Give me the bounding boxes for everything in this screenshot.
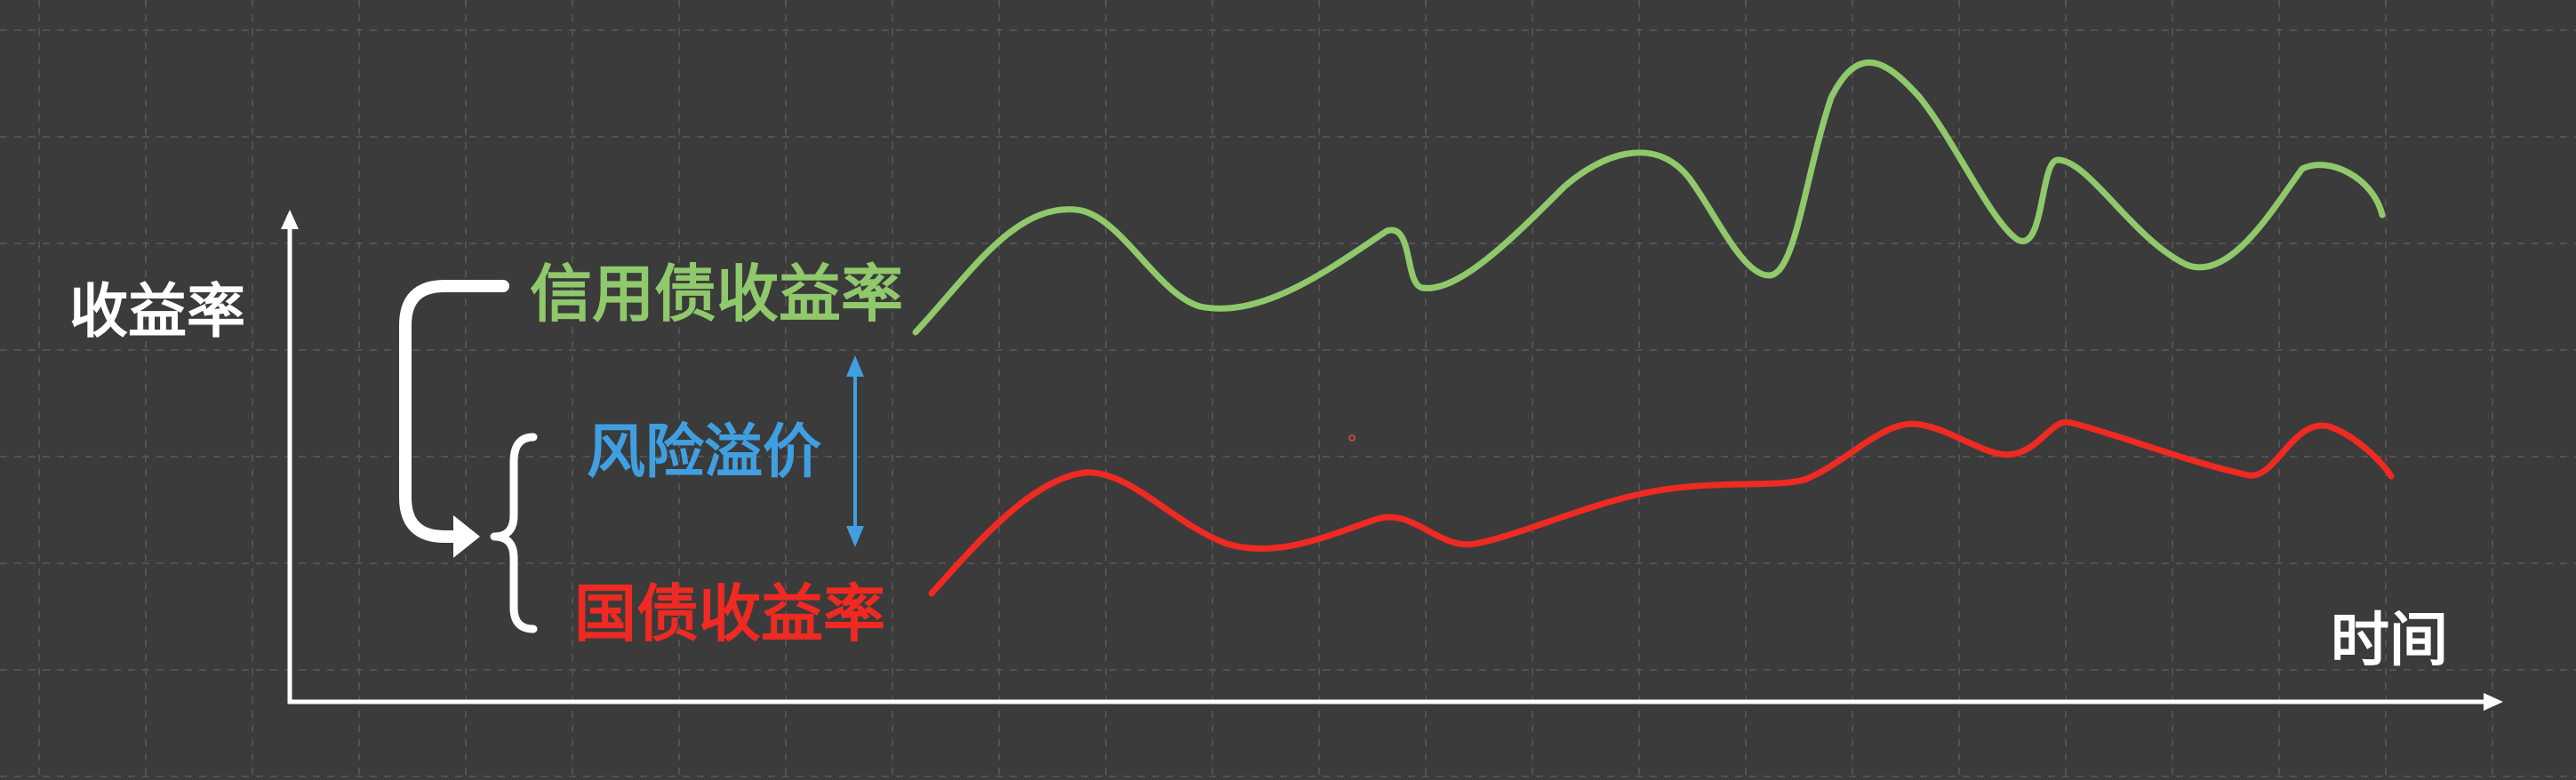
bracket-arrowhead [453,515,480,558]
credit-yield-curve [912,59,2386,336]
y-axis-label: 收益率 [69,277,245,346]
bracket-arrow [399,280,509,543]
treasury-yield-curve [928,418,2395,597]
risk-premium-label: 风险溢价 [587,418,821,486]
spread-arrowhead-top [846,355,864,377]
x-axis-label: 时间 [2331,606,2448,674]
x-axis-arrowhead [2484,693,2503,711]
spread-arrowhead-bottom [846,526,864,547]
curly-brace [490,433,538,633]
y-axis-arrowhead [281,210,299,229]
treasury-yield-label: 国债收益率 [574,577,885,650]
stray-dot [1348,434,1356,442]
credit-yield-label: 信用债收益率 [530,258,903,330]
